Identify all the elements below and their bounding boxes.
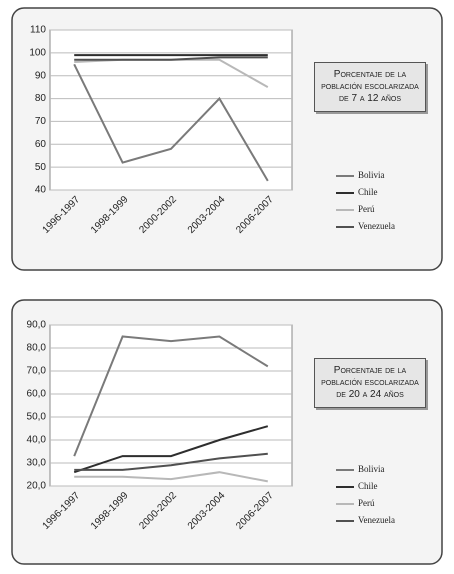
- series-line: [73, 425, 269, 474]
- y-tick-label: 40: [35, 185, 47, 196]
- y-tick-label: 70: [35, 116, 47, 127]
- legend-label: Chile: [358, 187, 378, 197]
- y-tick-label: 50: [35, 162, 47, 173]
- y-tick-label: 20,0: [27, 481, 47, 492]
- y-tick-label: 90: [35, 70, 47, 81]
- y-tick-label: 40,0: [27, 435, 47, 446]
- series-line: [74, 452, 268, 471]
- chart-title: Porcentaje de la población escolarizada …: [314, 62, 426, 112]
- y-tick-label: 30,0: [27, 458, 47, 469]
- series-line: [74, 56, 268, 61]
- legend-label: Bolivia: [358, 170, 385, 180]
- legend-label: Bolivia: [358, 464, 385, 474]
- chart-title: Porcentaje de la población escolarizada …: [314, 358, 426, 408]
- legend-label: Venezuela: [358, 515, 395, 525]
- y-tick-label: 70,0: [27, 366, 47, 377]
- legend-label: Perú: [358, 498, 375, 508]
- series-line: [73, 63, 269, 182]
- plot-area: [49, 29, 293, 191]
- y-tick-label: 100: [29, 47, 46, 58]
- y-tick-label: 60,0: [27, 389, 47, 400]
- y-tick-label: 50,0: [27, 412, 47, 423]
- series-line: [73, 335, 269, 457]
- legend-label: Venezuela: [358, 221, 395, 231]
- plot-area: [49, 324, 293, 487]
- y-tick-label: 80: [35, 93, 47, 104]
- legend-label: Chile: [358, 481, 378, 491]
- y-tick-label: 60: [35, 139, 47, 150]
- legend-label: Perú: [358, 204, 375, 214]
- series-line: [74, 471, 268, 483]
- y-tick-label: 80,0: [27, 343, 47, 354]
- y-tick-label: 90,0: [27, 320, 47, 331]
- y-tick-label: 110: [30, 25, 46, 36]
